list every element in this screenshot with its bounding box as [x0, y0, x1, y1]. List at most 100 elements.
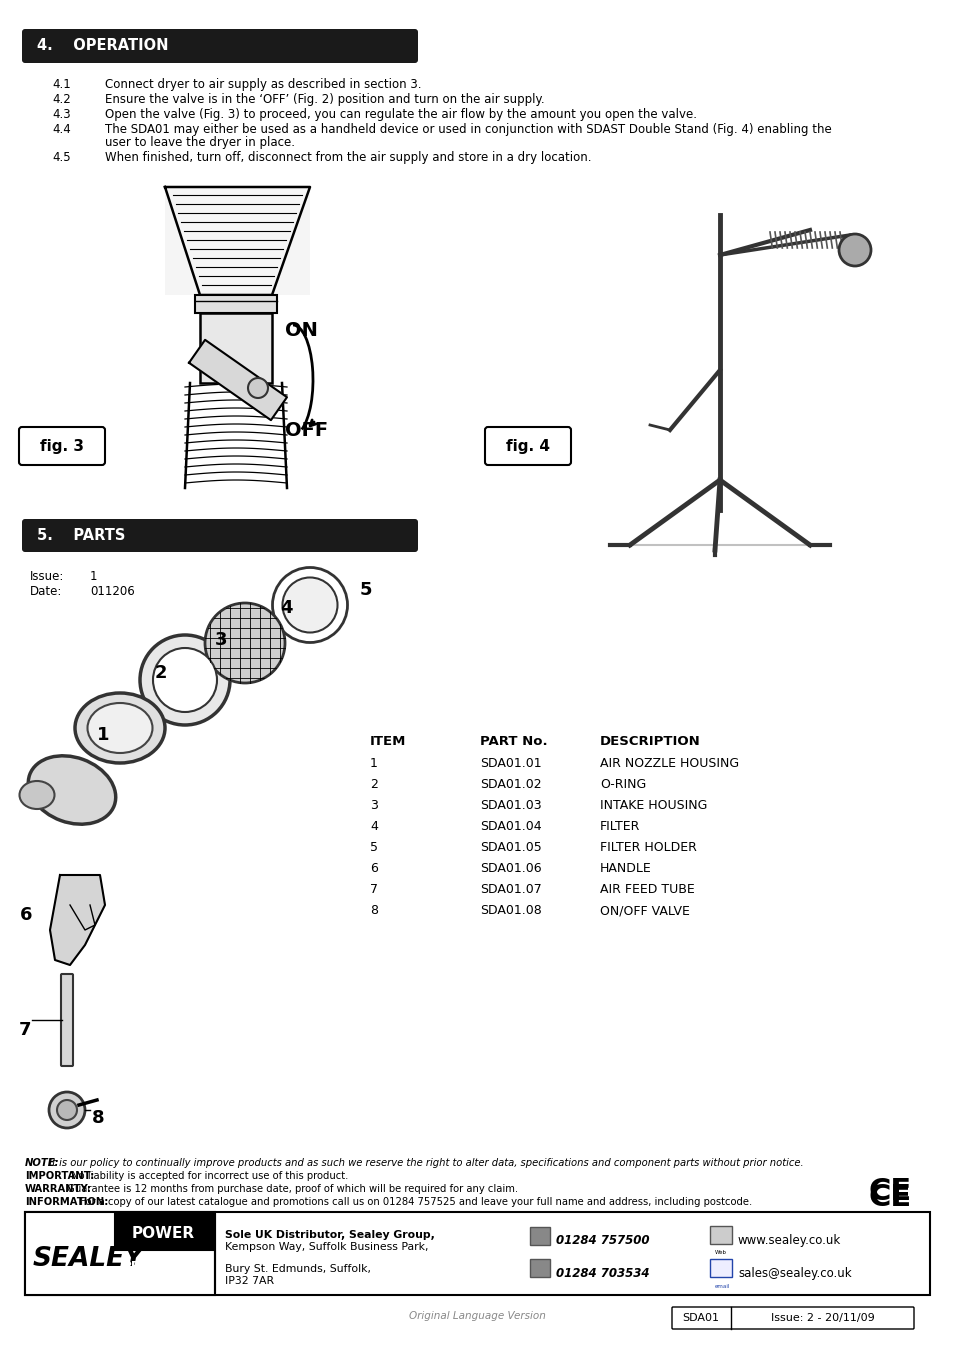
Text: SDA01.08: SDA01.08	[479, 904, 541, 917]
Text: 4.4: 4.4	[52, 123, 71, 135]
Text: SDA01.05: SDA01.05	[479, 841, 541, 854]
Text: Ensure the valve is in the ‘OFF’ (Fig. 2) position and turn on the air supply.: Ensure the valve is in the ‘OFF’ (Fig. 2…	[105, 93, 544, 106]
Circle shape	[152, 649, 216, 712]
Ellipse shape	[284, 580, 335, 631]
Text: fig. 4: fig. 4	[505, 439, 550, 454]
Text: HANDLE: HANDLE	[599, 862, 651, 875]
Text: 3: 3	[214, 631, 227, 649]
Ellipse shape	[75, 693, 165, 764]
Bar	[709, 1225, 731, 1244]
Text: 6: 6	[370, 862, 377, 875]
Circle shape	[205, 603, 285, 682]
Text: ON/OFF VALVE: ON/OFF VALVE	[599, 904, 689, 917]
Text: For a copy of our latest catalogue and promotions call us on 01284 757525 and le: For a copy of our latest catalogue and p…	[76, 1197, 751, 1206]
Text: 4.5: 4.5	[52, 152, 71, 164]
Ellipse shape	[19, 781, 54, 808]
Text: PART No.: PART No.	[479, 735, 547, 747]
Text: 4.1: 4.1	[52, 79, 71, 91]
Text: 5: 5	[359, 581, 372, 598]
Text: 2: 2	[370, 779, 377, 791]
Text: Guarantee is 12 months from purchase date, proof of which will be required for a: Guarantee is 12 months from purchase dat…	[64, 1183, 517, 1194]
Bar	[115, 1215, 213, 1250]
Text: The SDA01 may either be used as a handheld device or used in conjunction with SD: The SDA01 may either be used as a handhe…	[105, 123, 831, 135]
FancyBboxPatch shape	[19, 427, 105, 464]
Text: Kempson Way, Suffolk Business Park,: Kempson Way, Suffolk Business Park,	[225, 1242, 428, 1252]
Text: Web: Web	[714, 1251, 726, 1255]
Circle shape	[838, 234, 870, 265]
Text: Connect dryer to air supply as described in section 3.: Connect dryer to air supply as described…	[105, 79, 421, 91]
Text: FILTER HOLDER: FILTER HOLDER	[599, 841, 696, 854]
FancyBboxPatch shape	[165, 187, 310, 295]
Text: SDA01.01: SDA01.01	[479, 757, 541, 770]
Text: DESCRIPTION: DESCRIPTION	[599, 735, 700, 747]
Text: 01284 703534: 01284 703534	[556, 1267, 649, 1280]
Text: 6: 6	[20, 906, 32, 923]
Polygon shape	[165, 187, 310, 295]
Text: Issue:: Issue:	[30, 570, 64, 584]
Text: www.sealey.co.uk: www.sealey.co.uk	[738, 1233, 841, 1247]
Text: IP32 7AR: IP32 7AR	[225, 1275, 274, 1286]
Text: 01284 757500: 01284 757500	[556, 1233, 649, 1247]
Text: SDA01.03: SDA01.03	[479, 799, 541, 812]
Text: CE: CE	[867, 1182, 911, 1212]
FancyBboxPatch shape	[61, 974, 73, 1066]
Text: IMPORTANT:: IMPORTANT:	[25, 1171, 94, 1181]
Text: Open the valve (Fig. 3) to proceed, you can regulate the air flow by the amount : Open the valve (Fig. 3) to proceed, you …	[105, 108, 697, 121]
Text: 7: 7	[19, 1021, 31, 1039]
Text: 4: 4	[280, 598, 293, 617]
Text: POWER: POWER	[132, 1227, 194, 1242]
Bar	[25, 1212, 929, 1294]
Text: 5: 5	[370, 841, 377, 854]
Text: 1: 1	[90, 570, 97, 584]
FancyBboxPatch shape	[194, 295, 276, 313]
Text: 4.2: 4.2	[52, 93, 71, 106]
Polygon shape	[189, 340, 287, 420]
Text: 1: 1	[97, 726, 110, 743]
Text: email: email	[714, 1284, 730, 1289]
Circle shape	[49, 1091, 85, 1128]
Bar	[530, 1227, 550, 1244]
Text: SDA01.07: SDA01.07	[479, 883, 541, 896]
Text: CE: CE	[867, 1178, 911, 1206]
Text: ON: ON	[285, 321, 317, 340]
Text: 2: 2	[154, 663, 168, 682]
Text: SEALEY: SEALEY	[33, 1246, 144, 1271]
Ellipse shape	[29, 756, 115, 825]
Circle shape	[248, 378, 268, 398]
Bar	[709, 1259, 731, 1277]
Text: NOTE:: NOTE:	[25, 1158, 59, 1169]
Text: AIR FEED TUBE: AIR FEED TUBE	[599, 883, 694, 896]
Text: 4.3: 4.3	[52, 108, 71, 121]
Text: INTAKE HOUSING: INTAKE HOUSING	[599, 799, 706, 812]
FancyBboxPatch shape	[484, 427, 571, 464]
Text: SDA01.04: SDA01.04	[479, 821, 541, 833]
FancyBboxPatch shape	[22, 28, 417, 64]
Text: 3: 3	[370, 799, 377, 812]
Bar	[862, 1169, 917, 1215]
Text: Sole UK Distributor, Sealey Group,: Sole UK Distributor, Sealey Group,	[225, 1229, 435, 1240]
Text: It is our policy to continually improve products and as such we reserve the righ: It is our policy to continually improve …	[47, 1158, 803, 1169]
FancyBboxPatch shape	[671, 1307, 913, 1330]
Text: fig. 3: fig. 3	[40, 439, 84, 454]
Bar	[25, 1212, 214, 1294]
Text: When finished, turn off, disconnect from the air supply and store in a dry locat: When finished, turn off, disconnect from…	[105, 152, 591, 164]
Text: 1: 1	[370, 757, 377, 770]
Circle shape	[140, 635, 230, 724]
Text: SDA01: SDA01	[681, 1313, 719, 1323]
Text: No liability is accepted for incorrect use of this product.: No liability is accepted for incorrect u…	[68, 1171, 348, 1181]
Text: PRODUCTS: PRODUCTS	[122, 1259, 204, 1273]
Text: user to leave the dryer in place.: user to leave the dryer in place.	[105, 135, 294, 149]
Text: Issue: 2 - 20/11/09: Issue: 2 - 20/11/09	[770, 1313, 874, 1323]
Text: 4: 4	[370, 821, 377, 833]
Text: FILTER: FILTER	[599, 821, 639, 833]
Text: Bury St. Edmunds, Suffolk,: Bury St. Edmunds, Suffolk,	[225, 1265, 371, 1274]
Text: SDA01.06: SDA01.06	[479, 862, 541, 875]
Text: 5.    PARTS: 5. PARTS	[37, 528, 125, 543]
Text: SDA01.02: SDA01.02	[479, 779, 541, 791]
Text: O-RING: O-RING	[599, 779, 645, 791]
Text: AIR NOZZLE HOUSING: AIR NOZZLE HOUSING	[599, 757, 739, 770]
Text: Date:: Date:	[30, 585, 62, 598]
Ellipse shape	[88, 703, 152, 753]
Text: 4.    OPERATION: 4. OPERATION	[37, 38, 169, 54]
Bar	[530, 1259, 550, 1277]
